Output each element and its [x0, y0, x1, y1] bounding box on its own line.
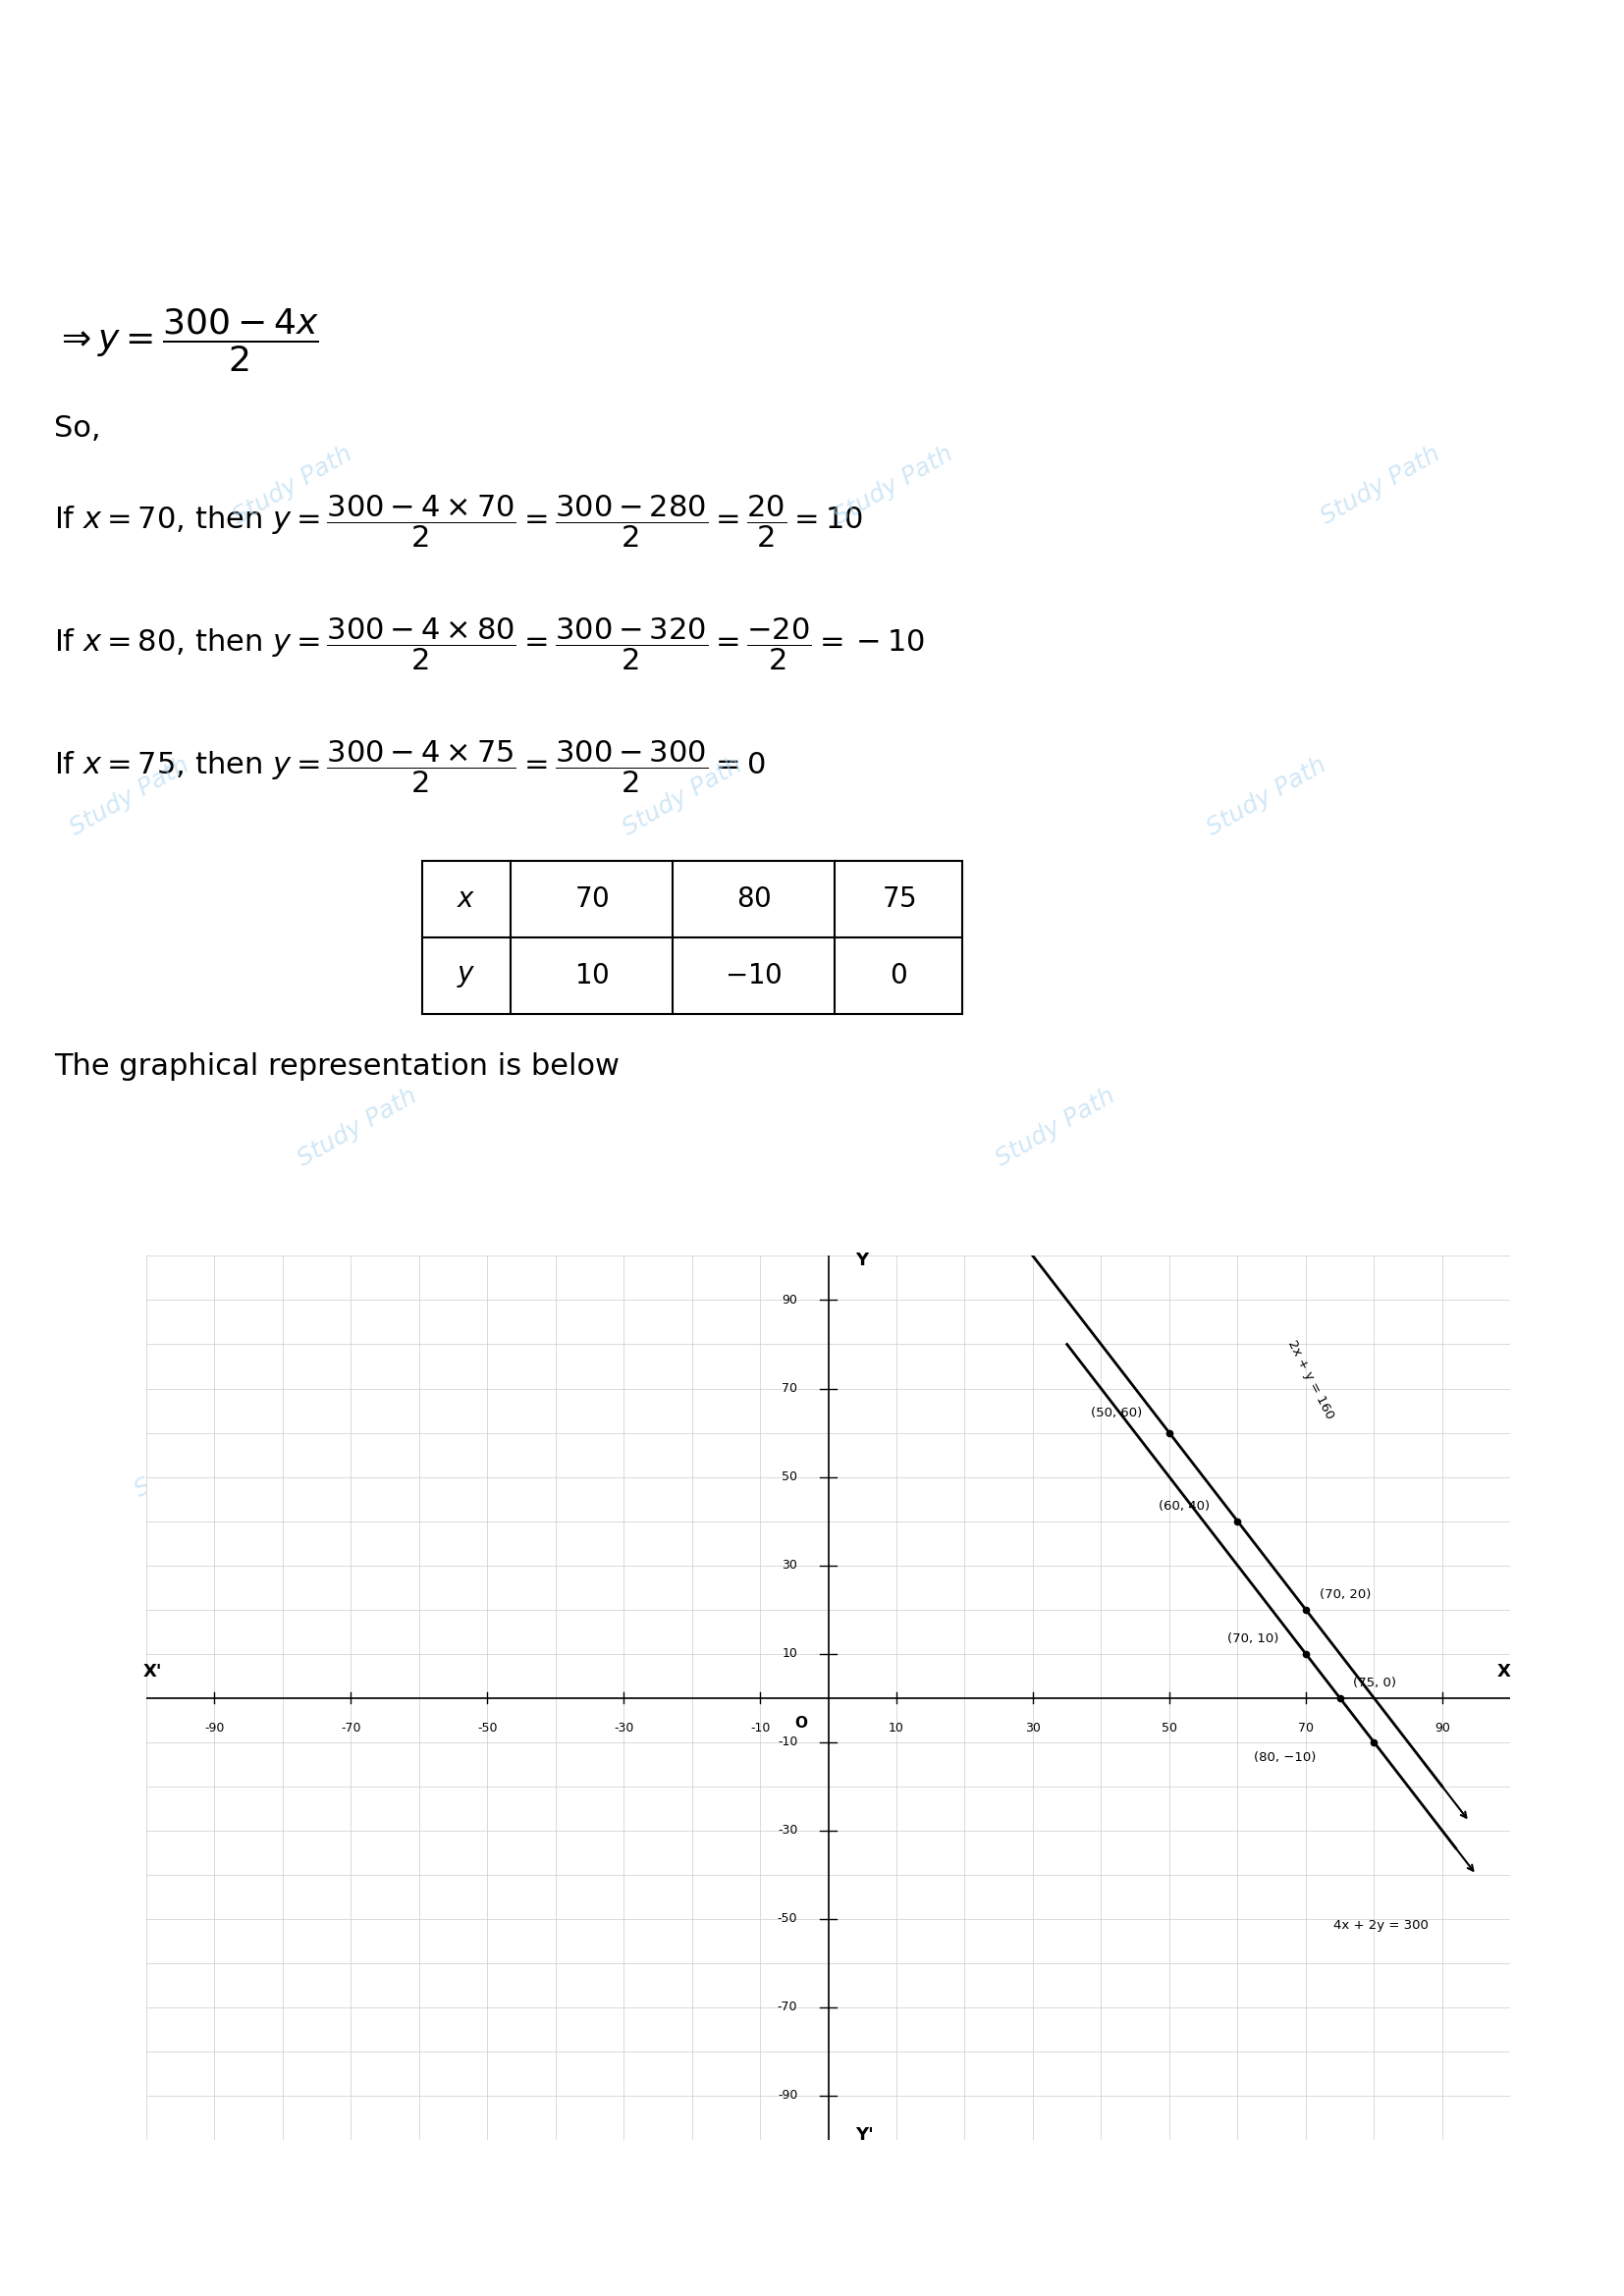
Text: (60, 40): (60, 40) [1160, 1499, 1210, 1513]
Text: Study Path: Study Path [1366, 1414, 1492, 1502]
Text: -30: -30 [614, 1722, 633, 1736]
Text: Chapter 3: Pair of Linear Equations in Two Variables: Chapter 3: Pair of Linear Equations in T… [533, 174, 1254, 197]
Text: Study Path: Study Path [391, 1766, 518, 1853]
Text: 90: 90 [783, 1293, 797, 1306]
Text: (75, 0): (75, 0) [1353, 1676, 1397, 1690]
Text: $75$: $75$ [882, 886, 916, 914]
Text: Study Path: Study Path [1317, 443, 1444, 530]
Text: Study Path: Study Path [294, 1084, 421, 1171]
Text: Study Path: Study Path [749, 1414, 875, 1502]
Text: Study Path: Study Path [229, 443, 356, 530]
Text: (70, 20): (70, 20) [1319, 1589, 1371, 1600]
Text: Study Path: Study Path [619, 753, 745, 840]
Text: -30: -30 [778, 1823, 797, 1837]
Text: Study Path: Study Path [1203, 753, 1330, 840]
Text: $x$: $x$ [456, 886, 476, 914]
Text: Study Path: Study Path [67, 753, 193, 840]
Text: X: X [1497, 1662, 1510, 1681]
Text: -50: -50 [778, 1913, 797, 1926]
Text: Study Path: Study Path [830, 443, 957, 530]
Text: -70: -70 [778, 2000, 797, 2014]
Text: O: O [796, 1715, 807, 1731]
Text: 30: 30 [783, 1559, 797, 1573]
Text: $\Rightarrow y = \dfrac{300-4x}{2}$: $\Rightarrow y = \dfrac{300-4x}{2}$ [54, 308, 320, 374]
Text: X': X' [143, 1662, 162, 1681]
Text: 90: 90 [1434, 1722, 1450, 1736]
Text: Y': Y' [856, 2126, 874, 2144]
Text: -10: -10 [778, 1736, 797, 1750]
Text: Y: Y [856, 1251, 869, 1270]
Text: $y$: $y$ [456, 962, 476, 990]
Text: 10: 10 [783, 1646, 797, 1660]
Text: Maths – RD Sharma Solutions: Maths – RD Sharma Solutions [679, 101, 1108, 126]
Text: The graphical representation is below: The graphical representation is below [54, 1052, 619, 1081]
Text: If $x = 70$, then $y = \dfrac{300-4\times 70}{2} = \dfrac{300-280}{2} = \dfrac{2: If $x = 70$, then $y = \dfrac{300-4\time… [54, 494, 864, 549]
Text: So,: So, [54, 416, 101, 443]
Text: (50, 60): (50, 60) [1091, 1407, 1142, 1419]
Text: $10$: $10$ [575, 962, 609, 990]
Text: Study Path: Study Path [992, 1084, 1119, 1171]
Text: 10: 10 [888, 1722, 905, 1736]
Text: 2x + y = 160: 2x + y = 160 [1285, 1339, 1337, 1421]
Text: -90: -90 [205, 1722, 224, 1736]
Text: (70, 10): (70, 10) [1228, 1632, 1278, 1644]
Text: (80, −10): (80, −10) [1254, 1752, 1317, 1763]
Text: 4x + 2y = 300: 4x + 2y = 300 [1333, 1919, 1427, 1931]
Text: Study Path: Study Path [180, 1998, 307, 2085]
Text: $0$: $0$ [890, 962, 908, 990]
Text: -10: -10 [750, 1722, 770, 1736]
Bar [422, 861, 963, 1015]
Text: $−10$: $−10$ [724, 962, 783, 990]
Text: -90: -90 [778, 2089, 797, 2103]
Text: Page 10 of 10: Page 10 of 10 [732, 2243, 892, 2262]
Text: $80$: $80$ [736, 886, 771, 914]
Text: 70: 70 [1298, 1722, 1314, 1736]
Text: 70: 70 [781, 1382, 797, 1396]
Text: -70: -70 [341, 1722, 361, 1736]
Text: Study Path: Study Path [830, 1998, 957, 2085]
Text: Study: Study [97, 108, 146, 124]
Text: -50: -50 [477, 1722, 497, 1736]
Text: Study Path: Study Path [1106, 1766, 1233, 1853]
Text: If $x = 80$, then $y = \dfrac{300-4\times 80}{2} = \dfrac{300-320}{2} = \dfrac{-: If $x = 80$, then $y = \dfrac{300-4\time… [54, 615, 926, 673]
Text: 50: 50 [781, 1469, 797, 1483]
Text: Path: Path [102, 161, 141, 177]
Text: 50: 50 [1161, 1722, 1177, 1736]
Text: $70$: $70$ [575, 886, 609, 914]
Text: Class - 10: Class - 10 [815, 34, 971, 62]
Text: Study Path: Study Path [132, 1414, 258, 1502]
Text: If $x = 75$, then $y = \dfrac{300-4\times 75}{2} = \dfrac{300-300}{2} = 0$: If $x = 75$, then $y = \dfrac{300-4\time… [54, 739, 765, 794]
Text: 30: 30 [1025, 1722, 1041, 1736]
